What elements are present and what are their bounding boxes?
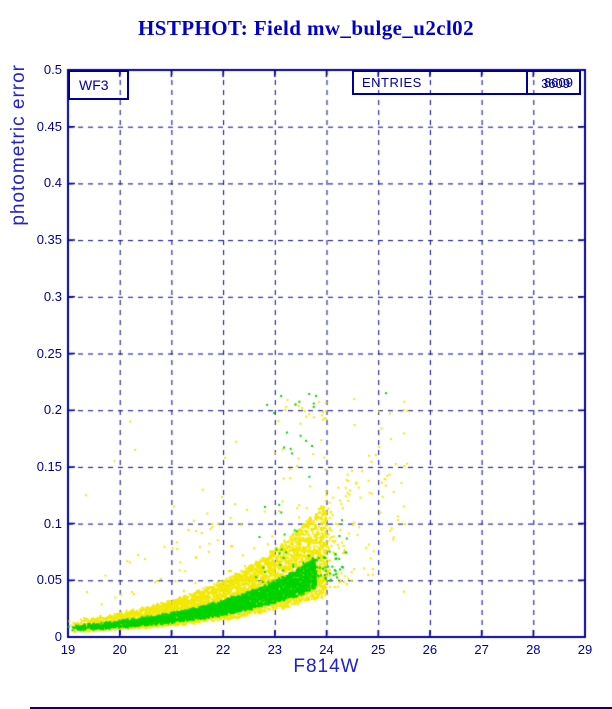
y-axis-label: photometric error (8, 64, 29, 226)
camera-label-box: WF3 (68, 70, 129, 100)
bottom-divider-line (30, 707, 612, 709)
entries-count-yellow: 8609 (544, 75, 573, 90)
camera-label: WF3 (79, 77, 109, 93)
entries-label: ENTRIES (362, 75, 422, 90)
entries-box: ENTRIES 8609 3609 (352, 70, 581, 95)
entries-count-green: 3609 (541, 76, 570, 91)
entries-divider-line (526, 72, 528, 93)
x-axis-label: F814W (293, 656, 360, 677)
